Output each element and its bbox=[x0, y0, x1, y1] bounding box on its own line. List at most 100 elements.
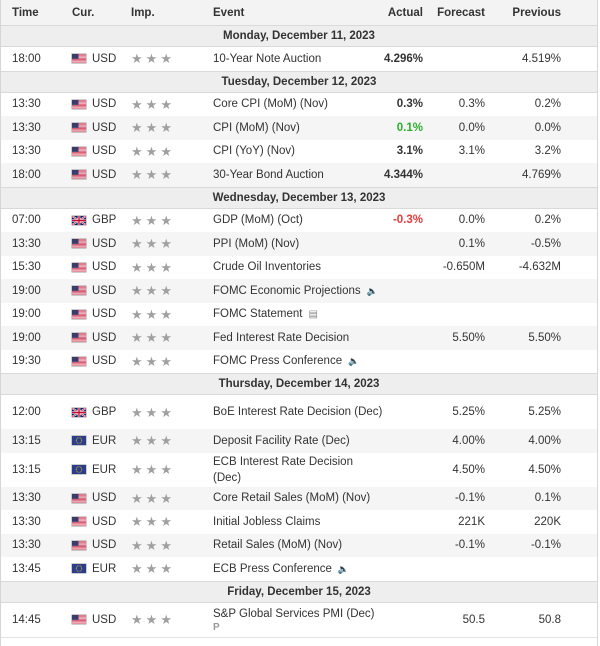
event-name[interactable]: Fed Interest Rate Decision bbox=[213, 331, 350, 344]
event-previous bbox=[491, 350, 561, 374]
event-row[interactable]: 13:30 USD ★ ★ ★ PPI (MoM) (Nov) 0.1% -0.5% bbox=[1, 232, 597, 257]
event-actual: 4.344% bbox=[383, 168, 423, 181]
star-icon: ★ bbox=[145, 259, 158, 275]
star-icon: ★ bbox=[145, 167, 158, 183]
stars-group: ★ ★ ★ bbox=[131, 237, 172, 250]
importance-stars: ★ ★ ★ bbox=[131, 395, 191, 429]
event-currency: USD bbox=[92, 145, 117, 158]
event-previous: -0.5% bbox=[530, 237, 561, 250]
star-icon: ★ bbox=[160, 612, 172, 627]
event-row[interactable]: 13:30 USD ★ ★ ★ Retail Sales (MoM) (Nov) -0.1%… bbox=[1, 533, 597, 558]
event-name[interactable]: BoE Interest Rate Decision (Dec) bbox=[213, 406, 383, 418]
speaker-icon[interactable]: 🔈 bbox=[366, 285, 378, 296]
star-icon: ★ bbox=[131, 433, 143, 449]
header-forecast[interactable]: Forecast bbox=[437, 6, 485, 19]
star-icon: ★ bbox=[160, 514, 172, 530]
star-icon: ★ bbox=[160, 433, 172, 449]
event-row[interactable]: 13:30 USD ★ ★ ★ CPI (YoY) (Nov) 3.1% 3.1% 3.2% bbox=[1, 139, 597, 164]
event-row[interactable]: 19:00 USD ★ ★ ★ Fed Interest Rate Decision 5.5… bbox=[1, 326, 597, 351]
stars-group: ★ ★ ★ bbox=[131, 98, 172, 111]
event-name[interactable]: PPI (MoM) (Nov) bbox=[213, 237, 300, 250]
event-name[interactable]: ECB Press Conference bbox=[213, 562, 332, 575]
event-row[interactable]: 18:00 USD ★ ★ ★ 10-Year Note Auction 4.296% 4.5… bbox=[1, 47, 597, 72]
star-icon: ★ bbox=[131, 283, 143, 299]
event-row[interactable]: 13:15 EUR ★ ★ ★ Deposit Facility Rate (Dec) 4.… bbox=[1, 429, 597, 454]
event-name[interactable]: S&P Global Services PMI (Dec) bbox=[213, 607, 375, 620]
event-row[interactable]: 13:30 USD ★ ★ ★ Core CPI (MoM) (Nov) 0.3% 0.3% 0… bbox=[1, 92, 597, 117]
event-row[interactable]: 15:30 USD ★ ★ ★ Crude Oil Inventories -0.650M -… bbox=[1, 255, 597, 280]
event-name[interactable]: 30-Year Bond Auction bbox=[213, 168, 324, 181]
star-icon: ★ bbox=[131, 514, 143, 530]
event-row[interactable]: 18:00 USD ★ ★ ★ 30-Year Bond Auction 4.344% 4.7… bbox=[1, 163, 597, 188]
event-name-wrap: ECB Press Conference 🔈 bbox=[213, 561, 349, 577]
event-name[interactable]: 10-Year Note Auction bbox=[213, 52, 322, 65]
event-row[interactable]: 19:00 USD ★ ★ ★ FOMC Statement ▤ bbox=[1, 302, 597, 327]
event-name[interactable]: FOMC Statement bbox=[213, 307, 303, 320]
star-icon: ★ bbox=[145, 51, 158, 67]
event-previous: 5.50% bbox=[528, 331, 561, 344]
header-event[interactable]: Event bbox=[213, 6, 245, 19]
document-icon[interactable]: ▤ bbox=[308, 308, 318, 320]
flag-cell bbox=[72, 350, 88, 374]
stars-group: ★ ★ ★ bbox=[131, 52, 172, 65]
event-name[interactable]: Crude Oil Inventories bbox=[213, 261, 322, 274]
event-name[interactable]: GDP (MoM) (Oct) bbox=[213, 214, 303, 227]
header-currency[interactable]: Cur. bbox=[72, 6, 95, 19]
event-row[interactable]: 13:30 USD ★ ★ ★ Core Retail Sales (MoM) (Nov)… bbox=[1, 486, 597, 511]
event-currency: USD bbox=[92, 168, 117, 181]
event-name[interactable]: Retail Sales (MoM) (Nov) bbox=[213, 539, 343, 552]
event-row[interactable]: 13:30 USD ★ ★ ★ CPI (MoM) (Nov) 0.1% 0.0% 0.0% bbox=[1, 116, 597, 141]
flag-cell bbox=[72, 487, 88, 511]
event-row[interactable]: 13:30 USD ★ ★ ★ Initial Jobless Claims 221K 220… bbox=[1, 510, 597, 535]
event-name-cell: FOMC Press Conference 🔈 bbox=[213, 350, 383, 374]
event-name[interactable]: Core CPI (MoM) (Nov) bbox=[213, 98, 329, 111]
star-icon: ★ bbox=[131, 120, 143, 136]
event-previous: 0.1% bbox=[534, 492, 561, 505]
event-currency: USD bbox=[92, 355, 117, 368]
star-icon: ★ bbox=[145, 561, 158, 577]
header-time[interactable]: Time bbox=[12, 6, 39, 19]
event-name[interactable]: FOMC Press Conference bbox=[213, 355, 343, 368]
event-forecast bbox=[421, 163, 485, 187]
event-row[interactable]: 19:30 USD ★ ★ ★ FOMC Press Conference 🔈 bbox=[1, 349, 597, 374]
speaker-icon[interactable]: 🔈 bbox=[337, 563, 350, 574]
event-row[interactable]: 19:00 USD ★ ★ ★ FOMC Economic Projections 🔈 bbox=[1, 279, 597, 304]
event-name-wrap: Crude Oil Inventories bbox=[213, 259, 321, 275]
event-name[interactable]: Deposit Facility Rate (Dec) bbox=[213, 434, 350, 447]
header-previous[interactable]: Previous bbox=[512, 6, 561, 19]
event-name[interactable]: CPI (MoM) (Nov) bbox=[213, 121, 300, 134]
event-name[interactable]: Core Retail Sales (MoM) (Nov) bbox=[213, 492, 371, 505]
flag-cell bbox=[72, 93, 88, 117]
event-row[interactable]: 14:45 USD ★ ★ ★ S&P Global Services PMI (Dec)… bbox=[1, 602, 597, 638]
event-name[interactable]: CPI (YoY) (Nov) bbox=[213, 145, 296, 158]
event-actual bbox=[361, 256, 423, 280]
event-row[interactable]: 07:00 GBP ★ ★ ★ GDP (MoM) (Oct) -0.3% 0.0% 0.2% bbox=[1, 208, 597, 233]
event-row[interactable]: 12:00 GBP ★ ★ ★ BoE Interest Rate Decision (D… bbox=[1, 395, 597, 430]
stars-group: ★ ★ ★ bbox=[131, 261, 172, 274]
event-previous: 4.519% bbox=[521, 52, 561, 65]
event-time: 13:30 bbox=[12, 121, 41, 134]
event-name-cell: Fed Interest Rate Decision bbox=[213, 326, 383, 350]
star-icon: ★ bbox=[160, 537, 172, 553]
stars-group: ★ ★ ★ bbox=[131, 463, 172, 476]
event-row[interactable]: 13:45 EUR ★ ★ ★ ECB Press Conference 🔈 bbox=[1, 557, 597, 582]
event-time: 12:00 bbox=[12, 406, 41, 418]
event-row[interactable]: 13:15 EUR ★ ★ ★ ECB Interest Rate Decision (D… bbox=[1, 452, 597, 488]
header-importance[interactable]: Imp. bbox=[131, 6, 155, 19]
event-previous: 0.2% bbox=[534, 214, 561, 227]
header-actual[interactable]: Actual bbox=[387, 6, 423, 19]
us-flag-icon bbox=[72, 356, 86, 366]
star-icon: ★ bbox=[160, 51, 172, 67]
event-name-wrap: Initial Jobless Claims bbox=[213, 514, 320, 530]
flag-cell bbox=[72, 140, 88, 164]
event-name[interactable]: ECB Interest Rate Decision (Dec) bbox=[213, 455, 353, 484]
star-icon: ★ bbox=[145, 236, 158, 252]
event-name[interactable]: Initial Jobless Claims bbox=[213, 515, 321, 528]
speaker-icon[interactable]: 🔈 bbox=[348, 356, 360, 367]
star-icon: ★ bbox=[145, 433, 158, 449]
flag-cell bbox=[72, 47, 88, 71]
event-currency: USD bbox=[92, 98, 117, 111]
star-icon: ★ bbox=[145, 143, 158, 159]
event-name[interactable]: FOMC Economic Projections bbox=[213, 284, 361, 297]
flag-cell bbox=[72, 534, 88, 558]
